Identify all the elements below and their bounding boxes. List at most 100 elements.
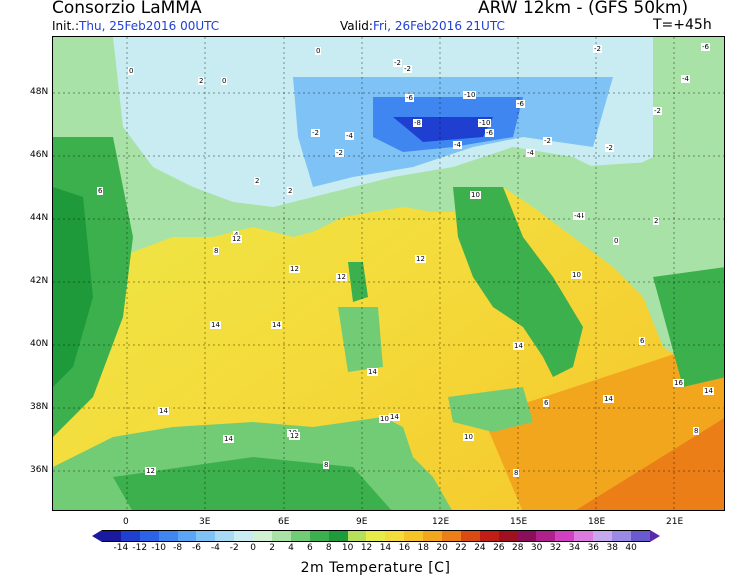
isotherm-value-label: -2 (653, 107, 662, 115)
colorbar-ticks: -14 -12 -10 -8 -6 -4 -2 0 2 4 6 8 10 12 14 16 18 20 22 24 26… (102, 543, 650, 555)
colorbar-tick-label: 16 (398, 543, 411, 553)
greece-land (653, 267, 724, 387)
isotherm-value-label: -6 (405, 94, 414, 102)
lat-label: 48N (30, 87, 49, 97)
colorbar-tick-label: 12 (360, 543, 373, 553)
colorbar-segment (196, 531, 216, 541)
colorbar-tick-label: -10 (151, 543, 167, 553)
isotherm-value-label: 10 (571, 271, 582, 279)
colorbar-tick-label: 4 (288, 543, 294, 553)
isotherm-value-label: -4 (526, 149, 535, 157)
isotherm-value-label: 2 (287, 187, 294, 195)
isotherm-value-label: 10 (379, 415, 390, 423)
isotherm-value-label: -6 (701, 43, 710, 51)
colorbar-segment (555, 531, 575, 541)
isotherm-value-label: -2 (403, 65, 412, 73)
colorbar-segment (630, 531, 650, 541)
forecast-step: T=+45h (653, 17, 712, 33)
isotherm-value-label: 14 (271, 321, 282, 329)
colorbar-segment (290, 531, 310, 541)
graticule (53, 37, 724, 510)
lon-label: 3E (199, 517, 211, 527)
title-right: ARW 12km - (GFS 50km) (478, 0, 689, 18)
colorbar-segment (158, 531, 178, 541)
temperature-map: 0-2-2-2-6-4-6-10-8-6-10-4-2-2-4-2-2-4-4-… (52, 36, 725, 511)
isotherm-value-label: -10 (478, 119, 492, 127)
colorbar-segment (593, 531, 613, 541)
isotherm-value-label: -2 (605, 144, 614, 152)
iberia-warm-zone (53, 187, 93, 387)
colorbar-caption: 2m Temperature [C] (300, 560, 451, 576)
isotherm-value-label: -10 (463, 91, 477, 99)
isotherm-value-label: 2 (254, 177, 261, 185)
isotherm-value-label: 12 (415, 255, 426, 263)
isotherm-value-label: 6 (543, 399, 550, 407)
isotherm-value-label: -6 (516, 100, 525, 108)
colorbar-segment (272, 531, 291, 541)
colorbar-tick-label: 8 (325, 543, 332, 553)
lat-label: 36N (30, 465, 49, 475)
colorbar-tick-label: 30 (530, 543, 543, 553)
isotherm-value-label: 8 (323, 461, 330, 469)
isotherm-value-label: 14 (210, 321, 221, 329)
colorbar-min-arrow (92, 530, 102, 542)
isotherm-value-label: -2 (335, 149, 344, 157)
colorbar-tick-label: 32 (549, 543, 562, 553)
colorbar-segment (498, 531, 518, 541)
colorbar-segment (177, 531, 197, 541)
colorbar-segment (536, 531, 556, 541)
isotherm-value-label: 2 (653, 217, 660, 225)
isotherm-value-label: -4 (345, 132, 354, 140)
title-left: Consorzio LaMMA (52, 0, 202, 18)
colorbar-tick-label: 28 (511, 543, 524, 553)
isotherm-value-label: 2 (198, 77, 205, 85)
isotherm-value-label: -4 (681, 75, 690, 83)
colorbar-tick-label: 36 (587, 543, 600, 553)
isotherm-value-label: 12 (289, 432, 300, 440)
colorbar-tick-label: 26 (493, 543, 505, 553)
isotherm-value-label: 14 (223, 435, 234, 443)
colorbar-segment (139, 531, 159, 541)
sardinia-land (338, 307, 383, 372)
isotherm-value-label: -8 (413, 119, 422, 127)
colorbar-tick-label: 6 (306, 543, 313, 553)
isotherm-value-label: 14 (513, 342, 524, 350)
isotherm-value-label: 16 (673, 379, 684, 387)
colorbar-tick-label: -12 (132, 543, 148, 553)
colorbar-tick-label: 34 (568, 543, 581, 553)
isotherm-value-label: 0 (221, 77, 228, 85)
isotherm-value-label: -2 (543, 137, 552, 145)
isotherm-value-label: 0 (128, 67, 135, 75)
colorbar-tick-label: 22 (455, 543, 467, 553)
isotherm-value-label: -2 (593, 45, 602, 53)
isotherm-value-label: -2 (393, 59, 402, 67)
colorbar-segment (574, 531, 594, 541)
isotherm-value-label: 6 (97, 187, 104, 195)
isotherm-value-label: 14 (703, 387, 714, 395)
valid-label: Valid: (340, 19, 373, 33)
north-africa-warm-zone (113, 457, 392, 510)
isotherm-value-label: -6 (485, 129, 494, 137)
isotherm-value-label: 12 (336, 273, 347, 281)
isotherm-value-label: 8 (693, 427, 700, 435)
lat-label: 46N (30, 150, 49, 160)
isotherm-value-label: 0 (613, 237, 620, 245)
colorbar-segment (612, 531, 631, 541)
colorbar-segment (120, 531, 140, 541)
colorbar-segment (423, 531, 443, 541)
sicily-land (448, 387, 533, 432)
lon-label: 21E (666, 517, 684, 527)
isotherm-value-label: 10 (470, 191, 481, 199)
isotherm-value-label: 12 (145, 467, 156, 475)
isotherm-value-label: 14 (158, 407, 169, 415)
lat-label: 38N (30, 402, 49, 412)
lon-label: 18E (588, 517, 606, 527)
isotherm-value-label: 14 (389, 413, 400, 421)
colorbar-tick-label: 24 (474, 543, 486, 553)
valid-value: Fri, 26Feb2016 21UTC (372, 19, 505, 33)
colorbar-tick-label: 40 (625, 543, 637, 553)
colorbar-tick-label: -2 (229, 543, 239, 553)
colorbar-segment (328, 531, 348, 541)
isotherm-value-label: 8 (213, 247, 220, 255)
colorbar-max-arrow (650, 530, 660, 542)
